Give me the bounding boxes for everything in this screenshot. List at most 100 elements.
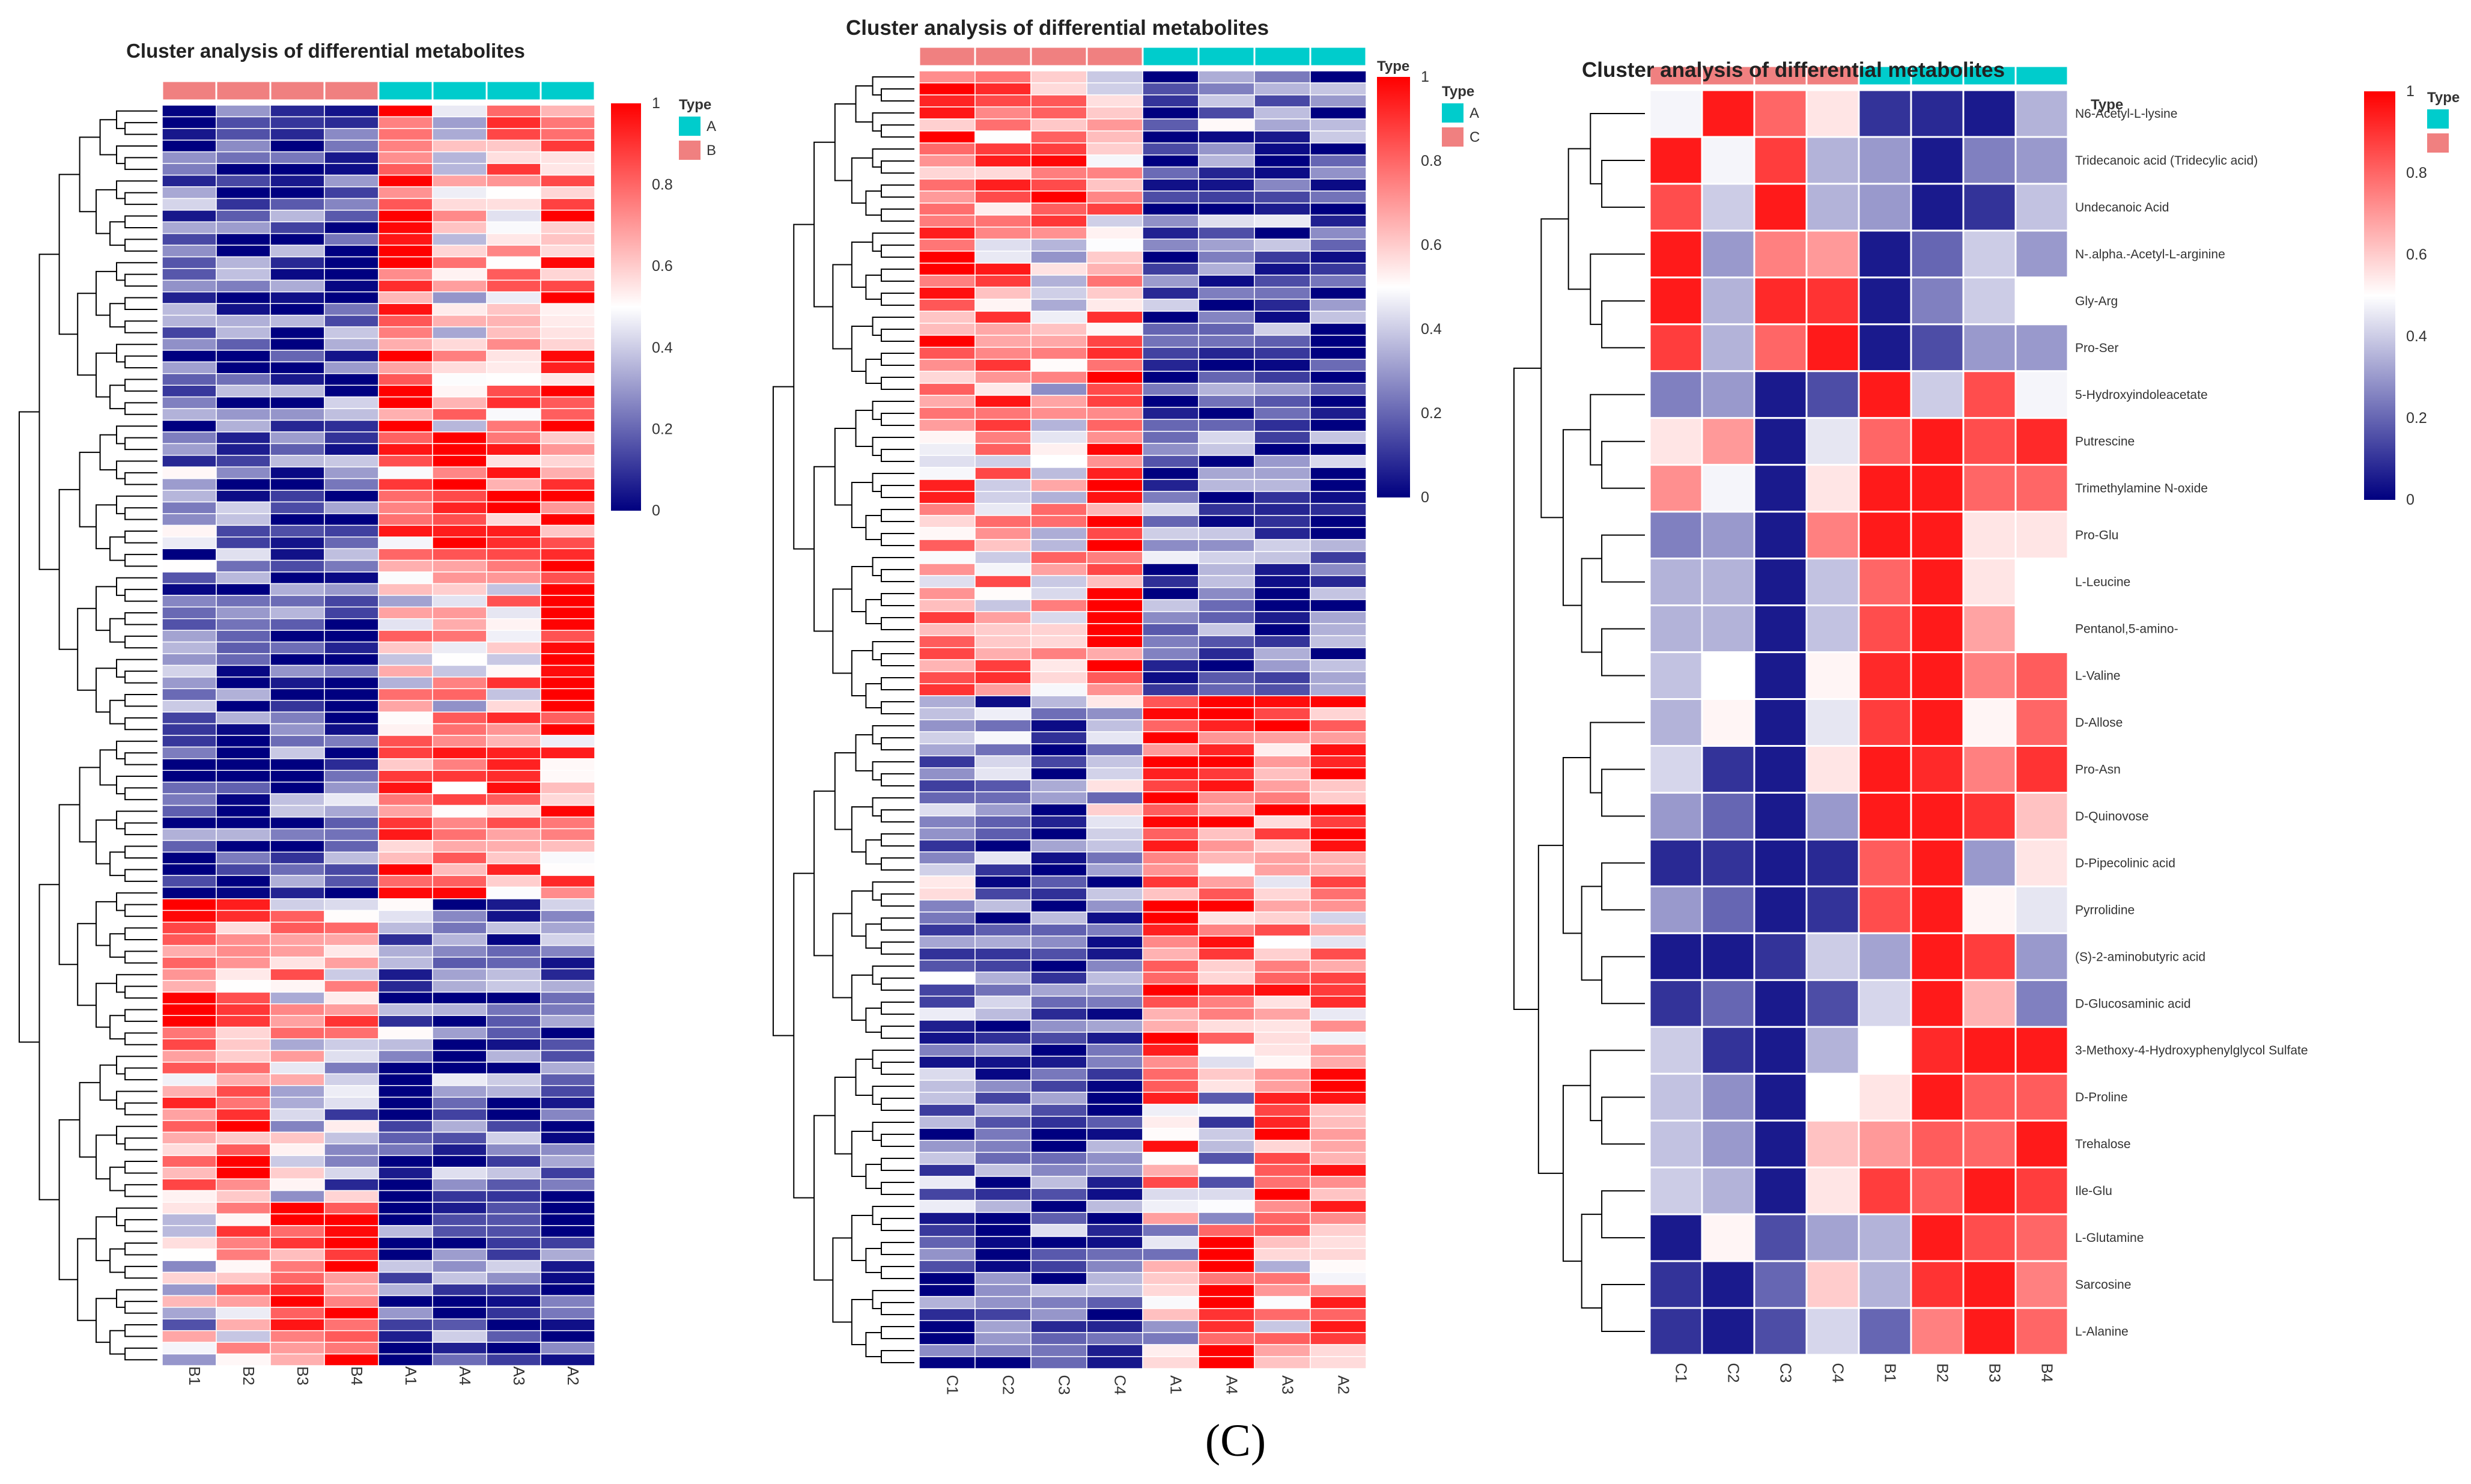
heatmap-cell: [974, 527, 1032, 540]
heatmap-cell: [974, 611, 1032, 624]
heatmap-cell: [432, 268, 487, 281]
heatmap-cell: [486, 525, 541, 538]
heatmap-cell: [974, 371, 1032, 384]
heatmap-cell: [1086, 251, 1143, 264]
heatmap-cell: [486, 863, 541, 876]
heatmap-cell: [2014, 89, 2069, 138]
heatmap-cell: [378, 898, 433, 911]
heatmap-cell: [919, 695, 976, 708]
heatmap-cell: [1142, 875, 1199, 889]
heatmap-cell: [1198, 743, 1255, 756]
heatmap-cell: [974, 827, 1032, 841]
heatmap-cell: [216, 817, 271, 830]
heatmap-cell: [540, 1131, 595, 1145]
heatmap-cell: [1142, 1260, 1199, 1273]
heatmap-cell: [216, 490, 271, 503]
heatmap-cell: [540, 1236, 595, 1250]
heatmap-cell: [1310, 899, 1367, 913]
heatmap-cell: [1649, 838, 1703, 887]
heatmap-cell: [486, 770, 541, 783]
heatmap-cell: [540, 303, 595, 316]
heatmap-cell: [919, 455, 976, 468]
dendrogram-branch: [880, 1242, 914, 1255]
heatmap-cell: [1142, 443, 1199, 456]
heatmap-cell: [1142, 214, 1199, 228]
heatmap-cell: [919, 911, 976, 925]
heatmap-cell: [1142, 779, 1199, 792]
heatmap-cell: [974, 683, 1032, 696]
heatmap-cell: [486, 571, 541, 585]
dendrogram-branch: [880, 533, 914, 546]
heatmap-cell: [1198, 1044, 1255, 1057]
heatmap-cell: [486, 128, 541, 141]
heatmap-cell: [162, 664, 217, 678]
heatmap-cell: [162, 466, 217, 479]
heatmap-cell: [1086, 335, 1143, 348]
heatmap-cell: [324, 1026, 379, 1039]
dendrogram-branch: [851, 1131, 873, 1177]
heatmap-cell: [486, 922, 541, 934]
dendrogram-branch: [96, 1134, 117, 1180]
type-annotation-cell: [974, 46, 1032, 67]
heatmap-cell: [1030, 947, 1087, 961]
heatmap-cell: [1310, 815, 1367, 829]
heatmap-cell: [919, 972, 976, 985]
heatmap-cell: [1910, 136, 1965, 185]
heatmap-cell: [1142, 1104, 1199, 1117]
heatmap-cell: [162, 1167, 217, 1179]
heatmap-cell: [324, 1271, 379, 1285]
heatmap-cell: [216, 851, 271, 865]
heatmap-cell: [270, 419, 325, 433]
heatmap-cell: [216, 1167, 271, 1179]
heatmap-cell: [974, 1320, 1032, 1333]
heatmap-cell: [1701, 651, 1755, 701]
heatmap-cell: [432, 478, 487, 491]
heatmap-cell: [324, 490, 379, 503]
heatmap-cell: [378, 1131, 433, 1145]
legend-title: Type: [679, 97, 711, 113]
heatmap-cell: [1254, 455, 1311, 468]
dendrogram-branch: [880, 184, 914, 198]
heatmap-cell: [1030, 383, 1087, 396]
heatmap-cell: [919, 142, 976, 156]
heatmap-cell: [216, 723, 271, 736]
heatmap-cell: [1805, 1307, 1860, 1356]
type-annotation-cell: [1309, 46, 1367, 67]
heatmap-cell: [486, 1073, 541, 1086]
heatmap-cell: [919, 1212, 976, 1225]
heatmap-cell: [1086, 106, 1143, 120]
heatmap-cell: [1198, 407, 1255, 420]
heatmap-cell: [1030, 1212, 1087, 1225]
heatmap-cell: [324, 221, 379, 234]
dendrogram-branch: [116, 775, 157, 795]
heatmap-cell: [432, 116, 487, 129]
heatmap-cell: [1254, 1044, 1311, 1057]
heatmap-cell: [378, 501, 433, 514]
heatmap-cell: [486, 1307, 541, 1320]
heatmap-cell: [1030, 851, 1087, 865]
heatmap-cell: [324, 186, 379, 199]
dendrogram-branch: [851, 482, 873, 528]
heatmap-cell: [1310, 239, 1367, 252]
heatmap-cell: [1142, 419, 1199, 432]
heatmap-cell: [378, 606, 433, 619]
heatmap-cell: [1254, 827, 1311, 841]
heatmap-cell: [974, 623, 1032, 636]
heatmap-cell: [540, 677, 595, 690]
heatmap-cell: [270, 326, 325, 339]
heatmap-cell: [216, 210, 271, 223]
heatmap-cell: [1030, 1236, 1087, 1249]
heatmap-cell: [270, 174, 325, 187]
heatmap-cell: [919, 227, 976, 240]
row-label: Pro-Glu: [2075, 529, 2118, 543]
heatmap-cell: [1701, 885, 1755, 934]
heatmap-cell: [1086, 479, 1143, 492]
heatmap-cell: [919, 1248, 976, 1261]
heatmap-cell: [974, 515, 1032, 528]
dendrogram-branch: [880, 269, 914, 282]
heatmap-cell: [1701, 276, 1755, 326]
heatmap-cell: [216, 1248, 271, 1261]
heatmap-cell: [216, 268, 271, 281]
